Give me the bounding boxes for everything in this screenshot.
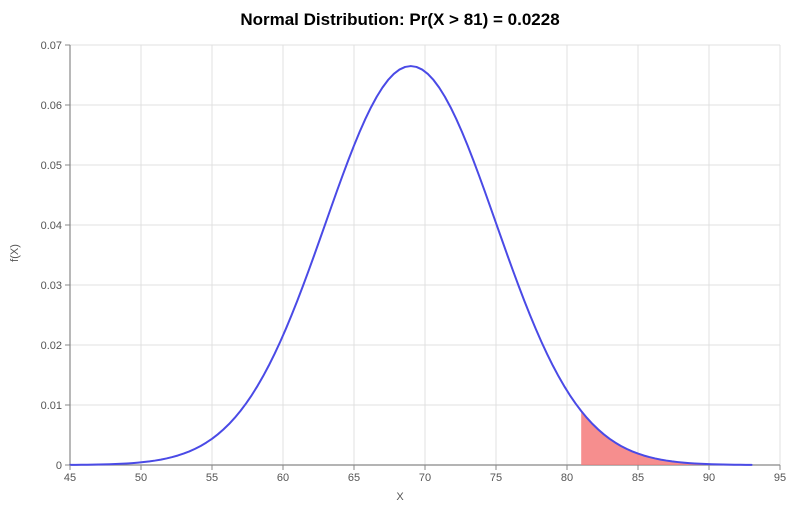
x-tick-label: 65 <box>348 472 360 484</box>
x-tick-label: 80 <box>561 472 573 484</box>
y-tick-label: 0.05 <box>41 160 62 172</box>
y-tick-label: 0.02 <box>41 340 62 352</box>
x-tick-label: 75 <box>490 472 502 484</box>
y-tick-label: 0.07 <box>41 40 62 52</box>
y-tick-label: 0 <box>56 460 62 472</box>
y-tick-label: 0.04 <box>41 220 62 232</box>
y-tick-label: 0.01 <box>41 400 62 412</box>
x-tick-label: 50 <box>135 472 147 484</box>
x-tick-label: 85 <box>632 472 644 484</box>
y-tick-label: 0.06 <box>41 100 62 112</box>
chart-container: Normal Distribution: Pr(X > 81) = 0.0228… <box>0 0 800 505</box>
chart-svg: 45 50 55 60 65 70 75 80 85 90 95 0 0.01 0.02 0.03 0.04 0… <box>0 0 800 505</box>
x-tick-label: 70 <box>419 472 431 484</box>
x-tick-label: 60 <box>277 472 289 484</box>
x-tick-label: 90 <box>703 472 715 484</box>
y-tick-label: 0.03 <box>41 280 62 292</box>
x-tick-label: 45 <box>64 472 76 484</box>
x-tick-label: 55 <box>206 472 218 484</box>
x-tick-label: 95 <box>774 472 786 484</box>
